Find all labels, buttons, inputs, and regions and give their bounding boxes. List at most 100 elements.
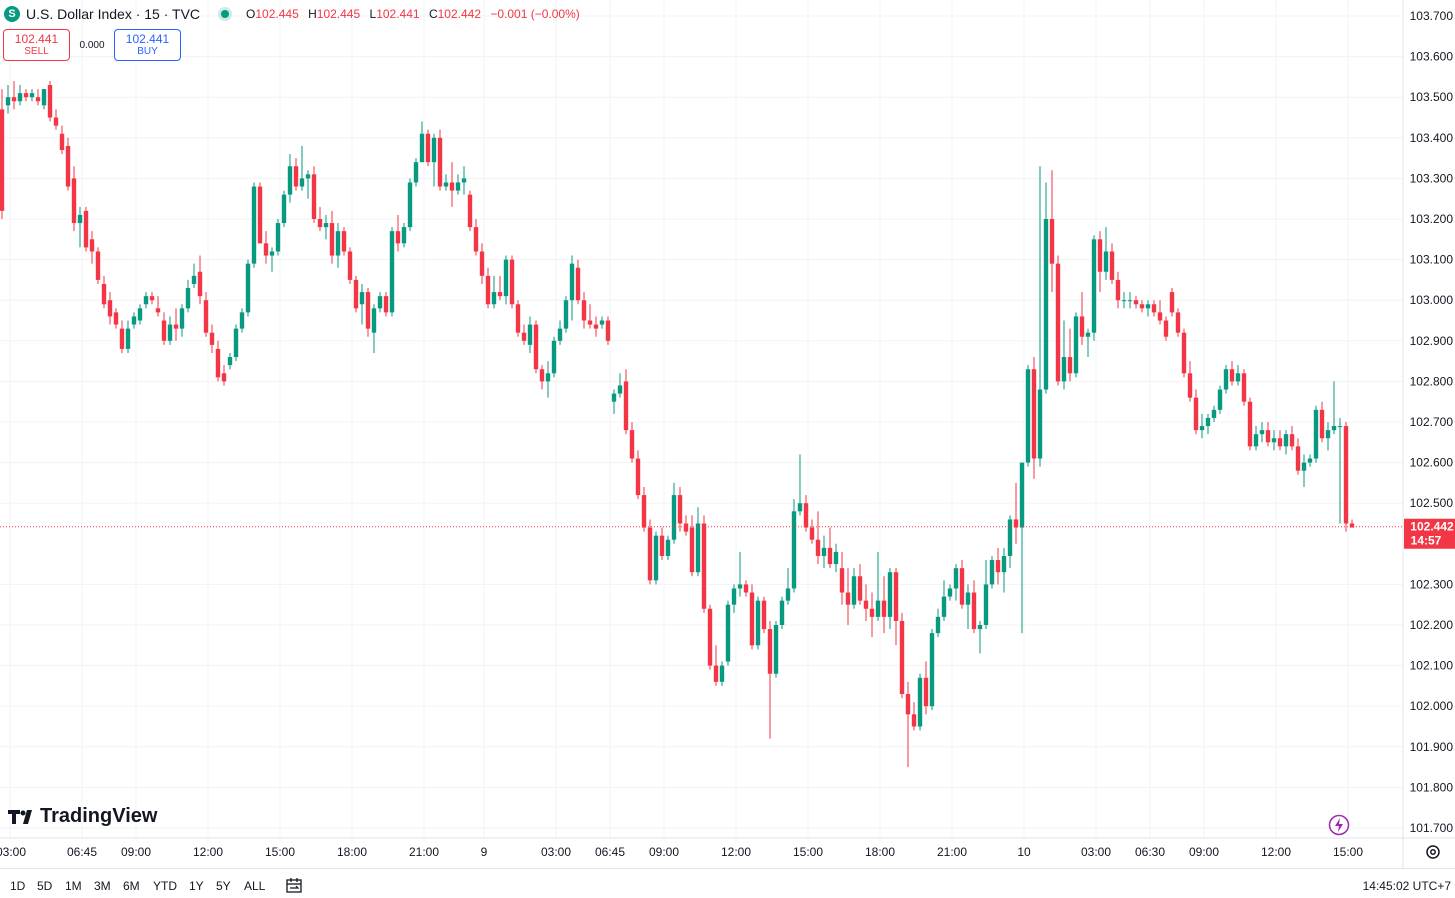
y-tick-label: 102.300 bbox=[1410, 577, 1454, 591]
candle bbox=[731, 584, 737, 613]
buy-price: 102.441 bbox=[125, 32, 170, 46]
candle bbox=[119, 320, 125, 353]
candle-body bbox=[845, 592, 851, 605]
bottom-toolbar: 1D 5D 1M 3M 6M YTD 1Y 5Y ALL 14:45:02 UT… bbox=[0, 868, 1455, 898]
candle-body bbox=[137, 308, 143, 321]
gear-icon[interactable] bbox=[1424, 843, 1442, 861]
candle-body bbox=[461, 178, 467, 183]
candle-body bbox=[791, 511, 797, 589]
candle bbox=[1031, 357, 1037, 479]
candle bbox=[995, 547, 1001, 585]
candle bbox=[1091, 235, 1097, 341]
x-tick-label: 10 bbox=[1017, 845, 1031, 859]
candle-body bbox=[1325, 430, 1331, 439]
candle-body bbox=[557, 328, 563, 341]
y-tick-label: 103.100 bbox=[1410, 253, 1454, 267]
candle bbox=[755, 596, 761, 650]
lightning-icon[interactable] bbox=[1328, 814, 1350, 836]
price-axis[interactable]: 103.700 103.600 103.500 103.400 103.300 103.2… bbox=[1410, 9, 1454, 835]
brand-name: TradingView bbox=[40, 805, 158, 827]
candle bbox=[209, 324, 215, 353]
candle bbox=[575, 259, 581, 305]
candle bbox=[173, 308, 179, 341]
candle bbox=[365, 288, 371, 337]
candle bbox=[815, 511, 821, 565]
candle-body bbox=[1109, 251, 1115, 280]
candle bbox=[791, 499, 797, 593]
spread-value: 0.000 bbox=[79, 39, 105, 51]
candle bbox=[1139, 300, 1145, 313]
calendar-range-icon[interactable] bbox=[284, 876, 304, 896]
candle-body bbox=[803, 503, 809, 528]
candle bbox=[95, 247, 101, 284]
candle-body bbox=[953, 568, 959, 589]
utc-clock[interactable]: 14:45:02 UTC+7 bbox=[1362, 879, 1451, 893]
candle-body bbox=[539, 369, 545, 382]
candle bbox=[779, 596, 785, 630]
candle-body bbox=[1043, 219, 1049, 390]
candle-body bbox=[215, 348, 221, 378]
candle-body bbox=[1151, 304, 1157, 313]
candle bbox=[167, 316, 173, 345]
range-1y-button[interactable]: 1Y bbox=[189, 879, 204, 893]
candle-body bbox=[635, 458, 641, 496]
candle bbox=[1193, 389, 1199, 435]
candle-body bbox=[1217, 389, 1223, 410]
candle bbox=[233, 324, 239, 362]
candle bbox=[1151, 300, 1157, 317]
range-3m-button[interactable]: 3M bbox=[94, 879, 111, 893]
candle-body bbox=[395, 231, 401, 244]
candle bbox=[407, 178, 413, 232]
candle bbox=[461, 166, 467, 195]
candle-body bbox=[581, 300, 587, 321]
candle-body bbox=[113, 312, 119, 325]
candle bbox=[287, 154, 293, 203]
candle-body bbox=[1181, 332, 1187, 374]
buy-label: BUY bbox=[137, 46, 158, 57]
x-tick-label: 06:30 bbox=[1135, 845, 1165, 859]
candle bbox=[491, 275, 497, 309]
candle-body bbox=[689, 527, 695, 573]
candle bbox=[797, 454, 803, 516]
range-6m-button[interactable]: 6M bbox=[123, 879, 140, 893]
candle-body bbox=[449, 182, 455, 191]
range-5y-button[interactable]: 5Y bbox=[216, 879, 231, 893]
candle-body bbox=[851, 576, 857, 605]
candle bbox=[1067, 328, 1073, 382]
candle-body bbox=[713, 665, 719, 682]
candle bbox=[707, 604, 713, 670]
tradingview-logo[interactable]: TradingView bbox=[8, 805, 157, 828]
candle bbox=[719, 661, 725, 686]
range-all-button[interactable]: ALL bbox=[244, 879, 266, 893]
range-1m-button[interactable]: 1M bbox=[65, 879, 82, 893]
candle-body bbox=[359, 292, 365, 305]
x-tick-label: 15:00 bbox=[265, 845, 295, 859]
candle bbox=[929, 629, 935, 711]
candle-body bbox=[95, 251, 101, 280]
symbol-logo-icon[interactable]: S bbox=[4, 6, 20, 22]
candle-body bbox=[1331, 426, 1337, 431]
candle bbox=[425, 129, 431, 167]
range-5d-button[interactable]: 5D bbox=[37, 879, 53, 893]
candle-body bbox=[593, 324, 599, 329]
range-1d-button[interactable]: 1D bbox=[10, 879, 26, 893]
market-status-icon[interactable] bbox=[218, 7, 233, 21]
candle-body bbox=[437, 137, 443, 187]
candle-body bbox=[647, 527, 653, 581]
candle-body bbox=[761, 600, 767, 630]
candle bbox=[17, 85, 23, 106]
range-ytd-button[interactable]: YTD bbox=[153, 879, 177, 893]
buy-button[interactable]: 102.441 BUY bbox=[114, 29, 181, 61]
candle bbox=[1145, 300, 1151, 317]
candlestick-chart[interactable]: 103.700 103.600 103.500 103.400 103.300 103.2… bbox=[0, 0, 1455, 868]
candle-body bbox=[221, 373, 227, 382]
candle bbox=[47, 80, 53, 122]
chart-grid bbox=[0, 0, 1403, 838]
time-axis[interactable]: 03:00 06:45 09:00 12:00 15:00 18:00 21:00 9 03:0… bbox=[0, 845, 1363, 859]
candle-body bbox=[1289, 434, 1295, 447]
symbol-title[interactable]: U.S. Dollar Index · 15 · TVC bbox=[26, 6, 201, 22]
candle bbox=[971, 580, 977, 634]
candle-body bbox=[551, 340, 557, 374]
candle bbox=[419, 121, 425, 163]
sell-button[interactable]: 102.441 SELL bbox=[3, 29, 70, 61]
